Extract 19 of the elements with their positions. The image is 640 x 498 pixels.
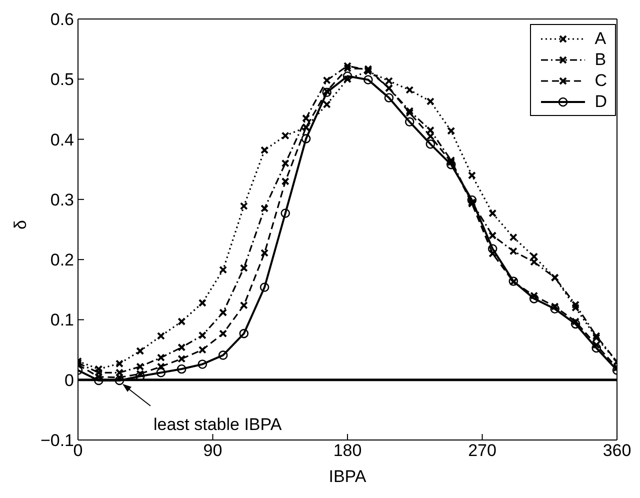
y-tick-label: 0.2 [50, 250, 74, 270]
y-tick-label: 0.5 [50, 70, 74, 90]
x-tick-label: 90 [203, 441, 222, 460]
x-tick-label: 180 [333, 441, 362, 460]
annotation: least stable IBPA [153, 414, 282, 434]
legend-label: D [594, 92, 607, 112]
x-tick-label: 270 [468, 441, 496, 460]
x-axis-title: IBPA [328, 467, 367, 486]
y-axis-title: δ [11, 220, 30, 230]
y-tick-label: 0.6 [50, 10, 74, 30]
legend-label: C [594, 70, 607, 90]
y-tick-label: 0.1 [50, 310, 74, 330]
legend-label: B [594, 50, 606, 70]
x-tick-label: 360 [602, 441, 632, 460]
y-tick-label: 0 [64, 370, 74, 390]
y-tick-label: 0.4 [50, 130, 74, 150]
y-tick-label: −0.1 [40, 431, 74, 450]
y-tick-label: 0.3 [50, 190, 74, 210]
legend-label: A [594, 28, 606, 48]
